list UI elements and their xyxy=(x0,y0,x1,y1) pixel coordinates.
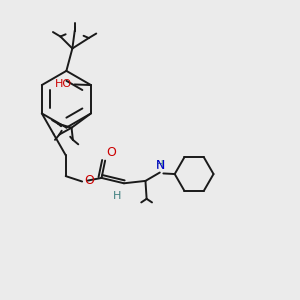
Text: O: O xyxy=(84,174,94,188)
Text: O: O xyxy=(106,146,116,159)
Text: N: N xyxy=(156,159,165,172)
Text: H: H xyxy=(157,160,164,170)
Text: H: H xyxy=(113,191,122,201)
Text: HO: HO xyxy=(55,79,72,89)
